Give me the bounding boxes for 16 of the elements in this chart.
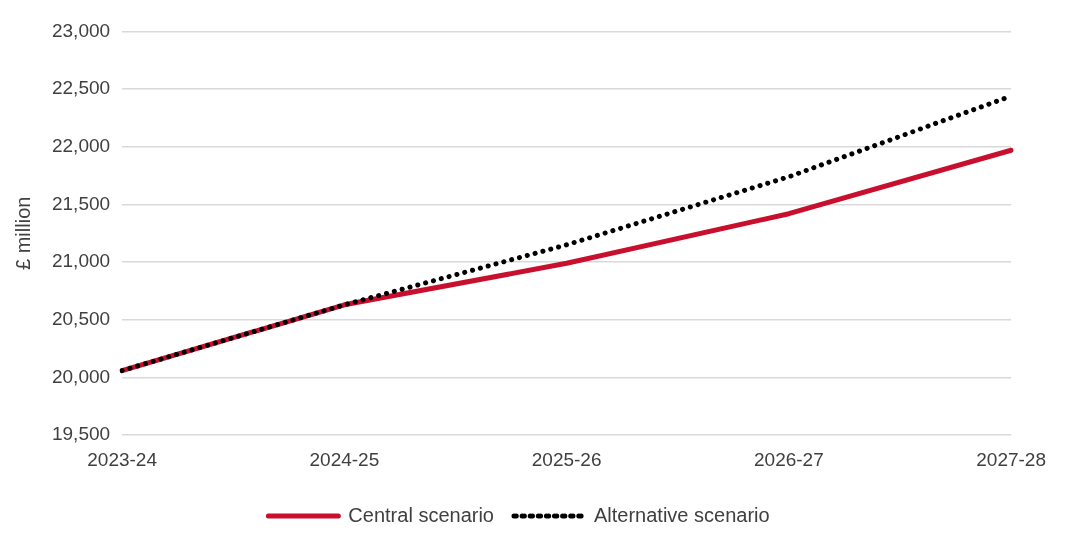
x-tick-label: 2024-25 (309, 448, 380, 470)
y-tick-label: 21,000 (51, 250, 111, 272)
x-tick-label: 2025-26 (531, 448, 602, 470)
x-tick-label: 2026-27 (754, 448, 824, 470)
legend-label: Alternative scenario (593, 503, 770, 526)
y-tick-label: 22,000 (51, 135, 111, 157)
y-tick-label: 19,500 (51, 423, 111, 445)
legend-label: Central scenario (348, 503, 494, 526)
y-axis-title: £ million (11, 196, 34, 270)
y-tick-label: 20,500 (51, 308, 111, 330)
y-tick-label: 21,500 (51, 192, 111, 214)
y-tick-label: 23,000 (51, 19, 111, 41)
y-tick-label: 20,000 (51, 365, 111, 387)
x-tick-label: 2023-24 (87, 448, 158, 470)
y-tick-label: 22,500 (51, 77, 111, 99)
x-tick-label: 2027-28 (976, 448, 1046, 470)
